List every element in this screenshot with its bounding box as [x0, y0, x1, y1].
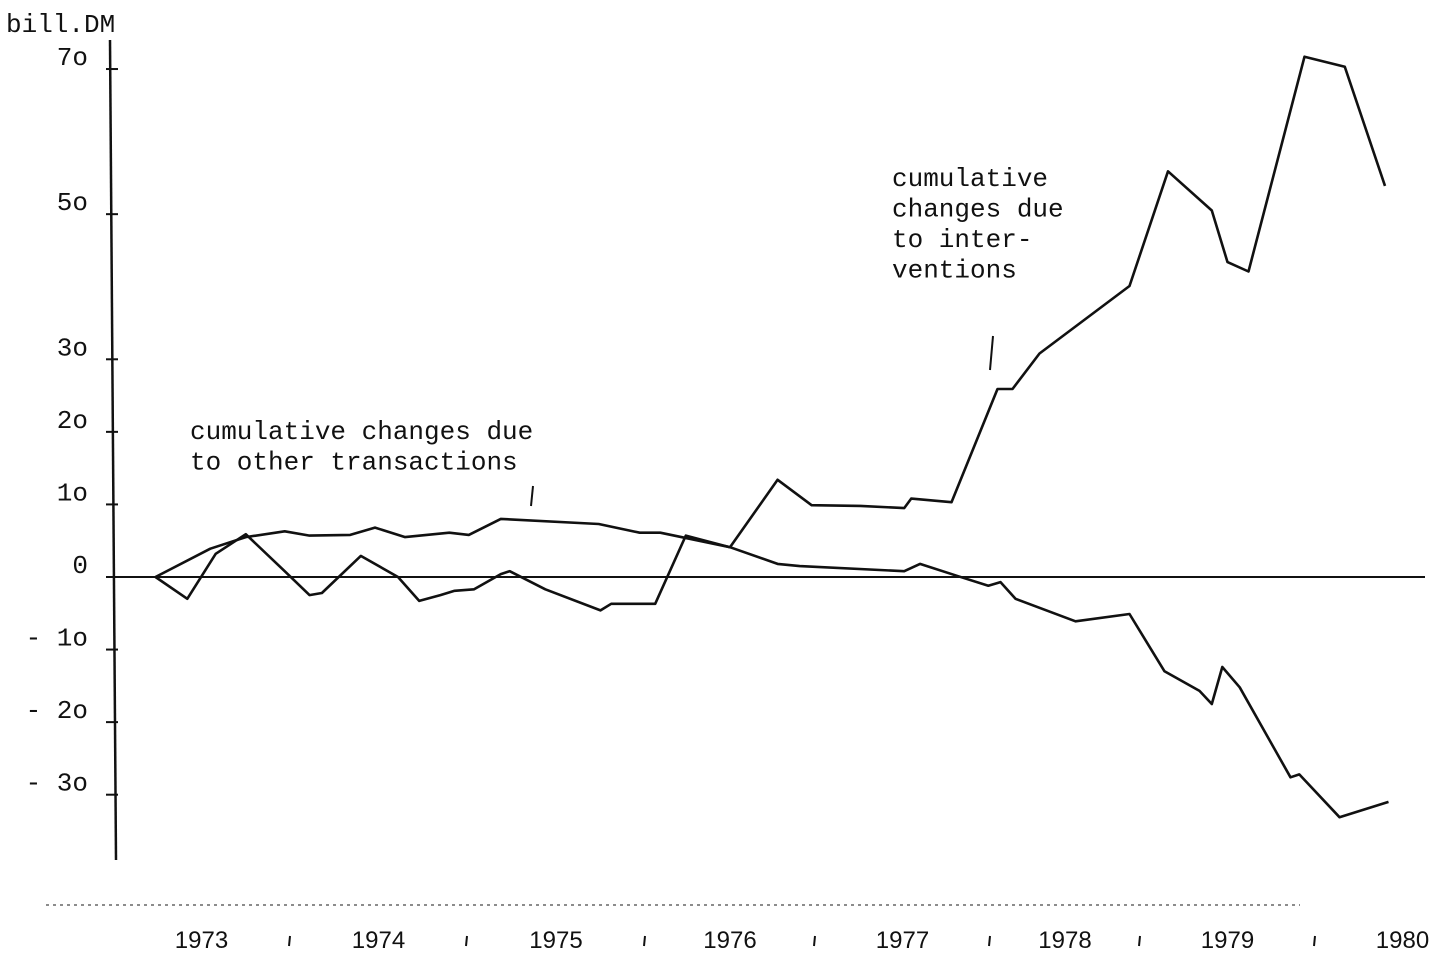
y-tick-label: - 2o [26, 696, 88, 726]
x-tick [1138, 935, 1141, 947]
x-year-label: 1977 [876, 927, 929, 954]
annotation-pointer [989, 335, 994, 371]
y-tick-label: 1o [57, 478, 88, 508]
annotation: cumulative [892, 164, 1048, 194]
y-tick-label: 2o [57, 406, 88, 436]
y-axis [108, 39, 118, 861]
unit-label: bill.DM [6, 10, 115, 40]
x-year-label: 1979 [1201, 927, 1254, 954]
series-line [154, 55, 1387, 612]
y-tick-label: 0 [72, 551, 88, 581]
annotation: cumulative changes due [190, 417, 533, 447]
x-year-label: 1978 [1038, 927, 1091, 954]
x-year-label: 1975 [529, 927, 582, 954]
y-tick-label: - 1o [26, 624, 88, 654]
y-tick-label: - 3o [26, 769, 88, 799]
x-year-label: 1974 [352, 927, 405, 954]
annotation: to other transactions [190, 448, 518, 478]
x-year-label: 1980 [1376, 927, 1429, 954]
x-year-label: 1973 [175, 927, 228, 954]
x-tick [988, 935, 991, 947]
x-tick [813, 935, 816, 947]
x-tick [643, 935, 646, 947]
annotation: to inter- [892, 225, 1032, 255]
series-line [154, 517, 1389, 819]
y-tick-label: 5o [57, 188, 88, 218]
y-tick-label: 7o [57, 43, 88, 73]
y-tick-label: 3o [57, 333, 88, 363]
x-tick [465, 935, 468, 947]
annotation: ventions [892, 256, 1017, 286]
x-tick [1313, 935, 1316, 947]
annotation-pointer [530, 485, 534, 507]
x-tick [288, 935, 291, 947]
annotation: changes due [892, 195, 1064, 225]
x-year-label: 1976 [703, 927, 756, 954]
